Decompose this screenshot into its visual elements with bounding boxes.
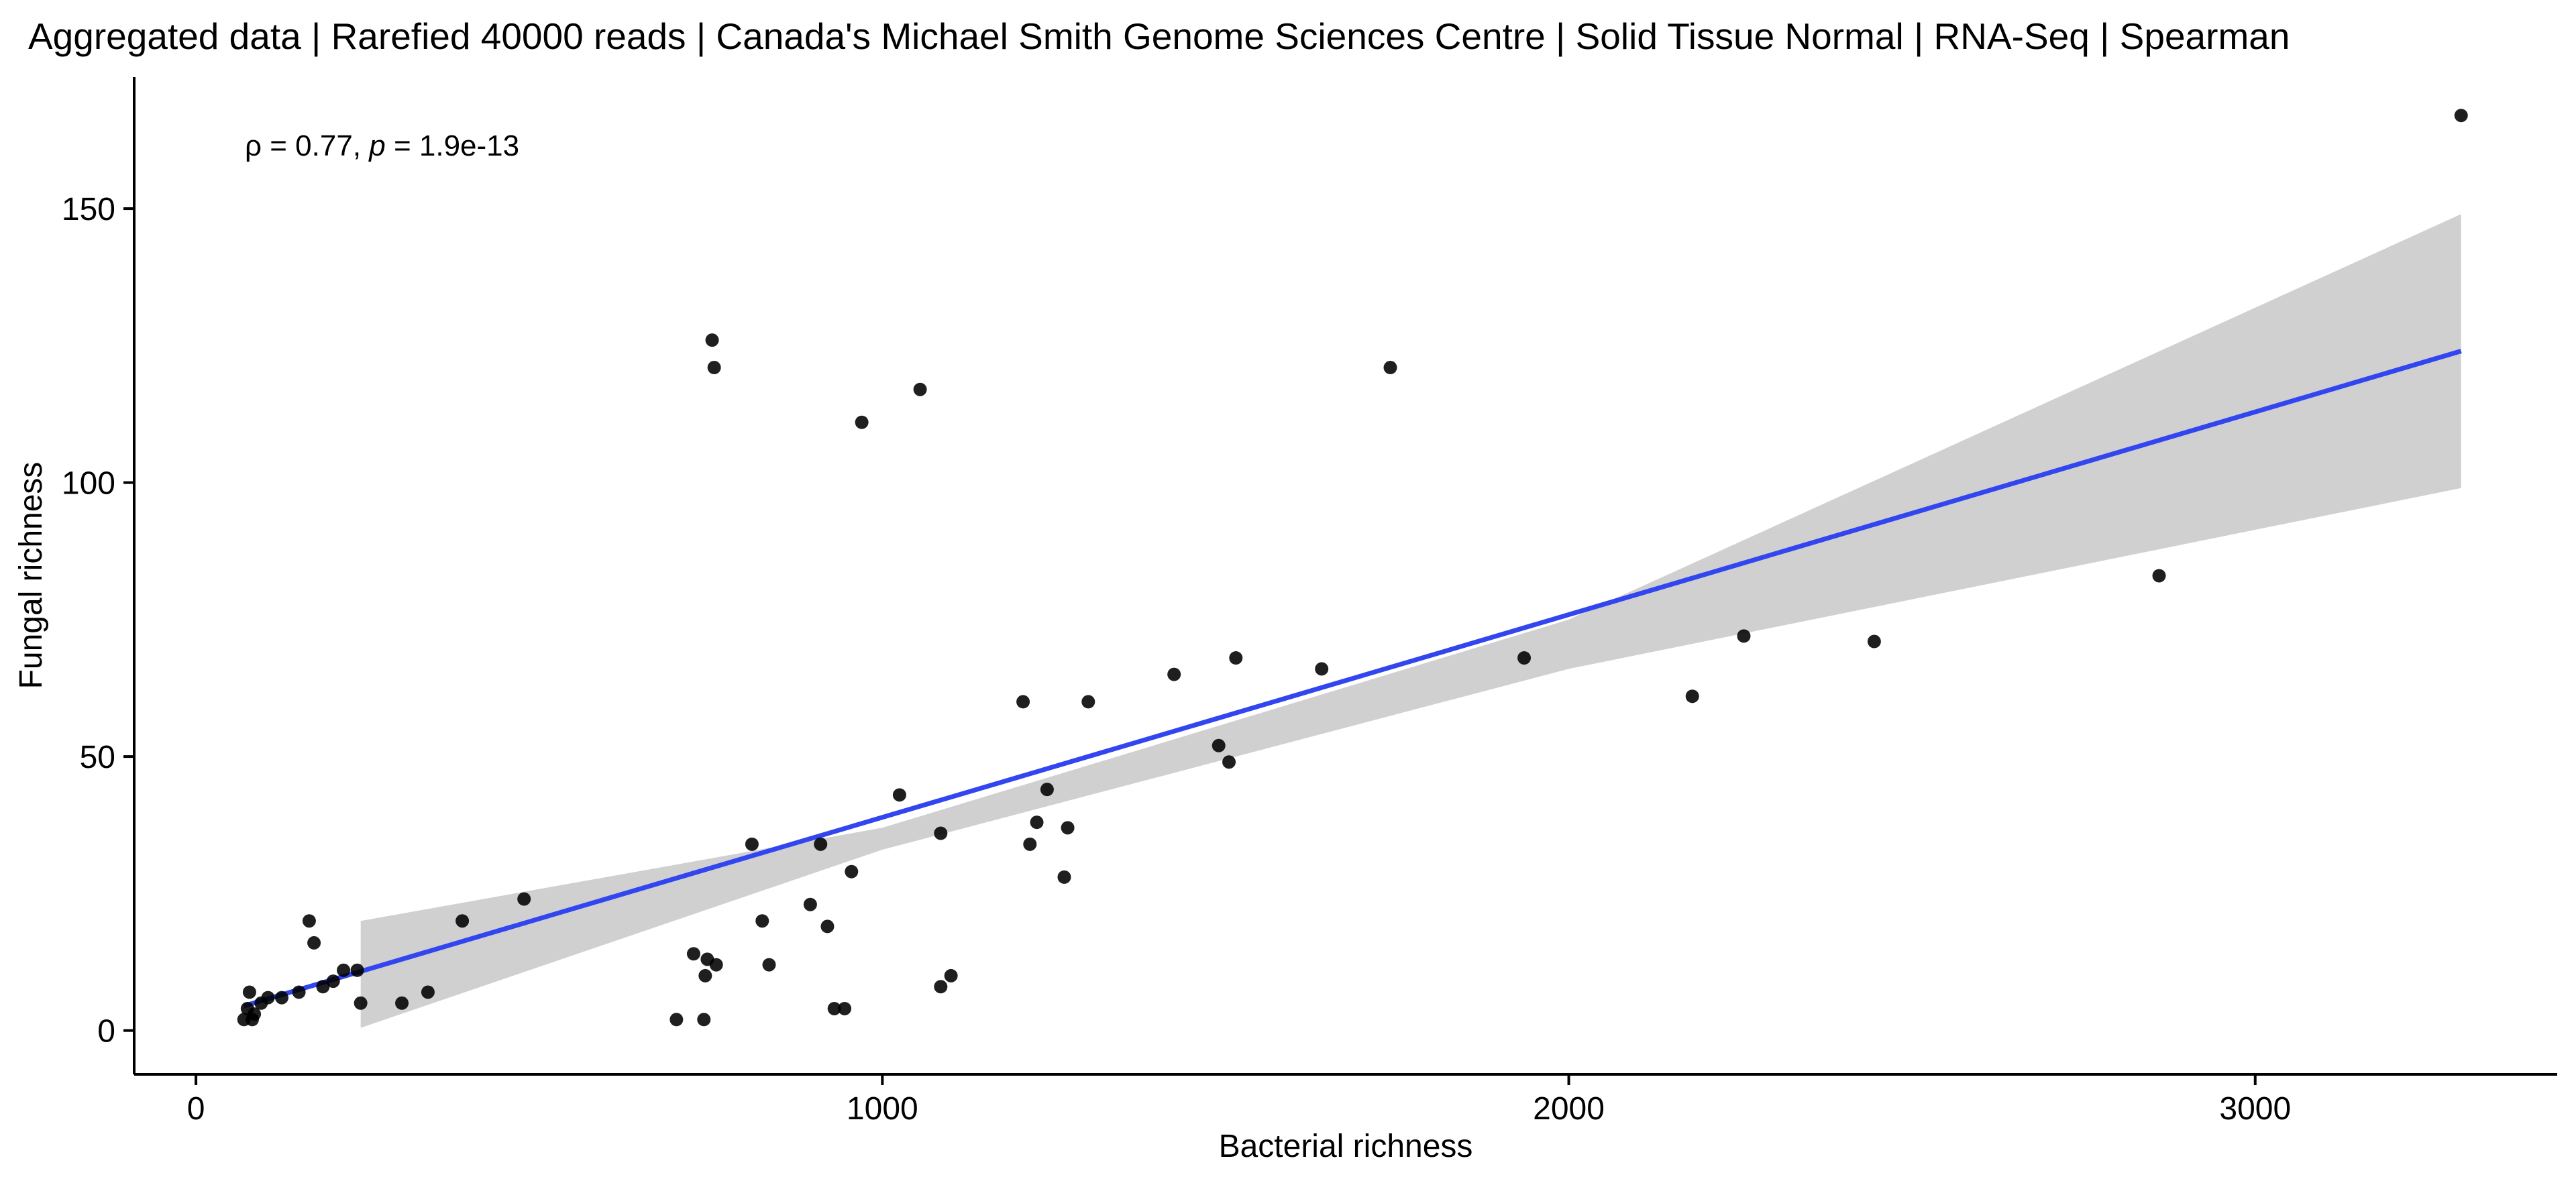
y-axis-ticks: 0 50 100 150 (62, 192, 134, 1050)
y-tick-label: 150 (62, 192, 115, 227)
y-tick-label: 50 (80, 740, 115, 775)
data-point (686, 947, 700, 961)
data-points-layer (237, 109, 2468, 1027)
data-point (707, 361, 721, 375)
rho-value: = 0.77, (262, 129, 369, 162)
data-point (274, 991, 288, 1005)
x-tick-label: 1000 (847, 1091, 918, 1127)
data-point (669, 1013, 684, 1027)
data-point (261, 991, 275, 1005)
data-point (1030, 815, 1044, 830)
data-point (934, 980, 948, 994)
x-tick-label: 2000 (1533, 1091, 1605, 1127)
x-axis-ticks: 0 1000 2000 3000 (187, 1074, 2291, 1127)
data-point (1315, 662, 1329, 676)
data-point (892, 788, 906, 802)
data-point (1229, 651, 1243, 665)
data-point (944, 968, 958, 982)
data-point (517, 892, 531, 906)
y-tick-label: 0 (97, 1014, 115, 1050)
data-point (1057, 870, 1071, 884)
data-point (337, 963, 351, 977)
data-point (421, 985, 435, 999)
data-point (814, 837, 828, 851)
data-point (697, 1013, 711, 1027)
data-point (316, 980, 330, 994)
data-point (820, 919, 835, 934)
x-axis-label: Bacterial richness (1219, 1129, 1473, 1164)
data-point (855, 415, 869, 429)
data-point (705, 333, 719, 347)
data-point (762, 958, 776, 972)
data-point (709, 958, 723, 972)
data-point (1016, 695, 1030, 709)
data-point (698, 968, 712, 982)
data-point (1383, 361, 1397, 375)
data-point (934, 826, 948, 840)
y-tick-label: 100 (62, 466, 115, 502)
data-point (1023, 837, 1037, 851)
chart-title: Aggregated data | Rarefied 40000 reads |… (28, 15, 2290, 57)
rho-symbol: ρ (245, 129, 262, 162)
data-point (2152, 569, 2166, 583)
data-point (1517, 651, 1532, 665)
data-point (292, 985, 306, 999)
x-tick-label: 3000 (2219, 1091, 2291, 1127)
data-point (1737, 629, 1751, 643)
data-point (745, 837, 759, 851)
data-point (248, 1007, 262, 1021)
data-point (455, 914, 470, 928)
data-point (2454, 109, 2468, 123)
data-point (1081, 695, 1095, 709)
data-point (1040, 783, 1054, 797)
confidence-band (360, 214, 2461, 1028)
data-point (307, 936, 321, 950)
y-axis-label: Fungal richness (13, 462, 49, 689)
data-point (838, 1001, 852, 1015)
correlation-annotation: ρ = 0.77, p = 1.9e-13 (245, 129, 519, 162)
data-point (1167, 667, 1181, 681)
confidence-band-layer (360, 214, 2461, 1028)
data-point (354, 996, 368, 1010)
data-point (913, 382, 927, 396)
x-tick-label: 0 (187, 1091, 205, 1127)
data-point (827, 1001, 841, 1015)
data-point (1867, 634, 1881, 649)
data-point (326, 974, 340, 989)
p-symbol: p (368, 129, 385, 162)
trend-line-layer (243, 349, 2462, 1009)
data-point (1061, 821, 1075, 835)
data-point (755, 914, 769, 928)
data-point (803, 897, 817, 911)
data-point (242, 985, 256, 999)
data-point (302, 914, 316, 928)
trend-line (243, 349, 2462, 1009)
data-point (1222, 755, 1236, 769)
data-point (395, 996, 409, 1010)
p-value: = 1.9e-13 (386, 129, 519, 162)
data-point (845, 864, 859, 879)
data-point (350, 963, 364, 977)
data-point (1685, 689, 1699, 703)
data-point (1212, 738, 1226, 752)
